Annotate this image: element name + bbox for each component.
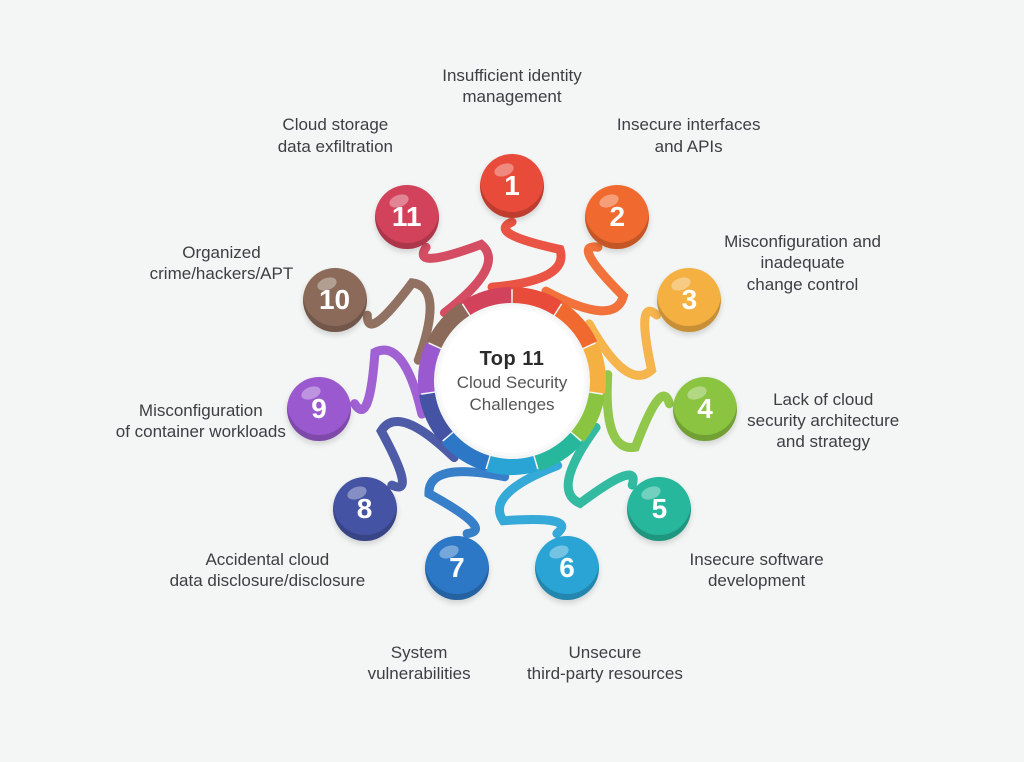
- node-6: 6: [535, 536, 599, 600]
- bubble-number: 1: [504, 170, 520, 202]
- bubble-1: 1: [480, 154, 544, 218]
- bubble-number: 6: [559, 552, 575, 584]
- label-8: Accidental clouddata disclosure/disclosu…: [157, 549, 377, 592]
- bubble-number: 9: [311, 393, 327, 425]
- bubble-number: 2: [610, 201, 626, 233]
- center-subtitle-line2: Challenges: [469, 395, 554, 415]
- node-1: 1: [480, 154, 544, 218]
- ring-segment-6: [486, 456, 537, 475]
- bubble-number: 5: [652, 493, 668, 525]
- infographic-stage: Top 11 Cloud Security Challenges 1234567…: [0, 0, 1024, 762]
- swirl-7: [429, 472, 505, 534]
- bubble-number: 10: [319, 284, 350, 316]
- label-10: Organizedcrime/hackers/APT: [111, 242, 331, 285]
- bubble-number: 4: [697, 393, 713, 425]
- node-11: 11: [375, 185, 439, 249]
- bubble-2: 2: [585, 185, 649, 249]
- label-2: Insecure interfacesand APIs: [579, 114, 799, 157]
- swirl-1: [492, 222, 561, 287]
- label-3: Misconfiguration andinadequatechange con…: [693, 231, 913, 295]
- label-1: Insufficient identitymanagement: [402, 65, 622, 108]
- bubble-number: 8: [357, 493, 373, 525]
- bubble-number: 11: [392, 201, 422, 233]
- label-9: Misconfigurationof container workloads: [91, 400, 311, 443]
- center-circle: Top 11 Cloud Security Challenges: [437, 306, 587, 456]
- node-7: 7: [425, 536, 489, 600]
- bubble-5: 5: [627, 477, 691, 541]
- swirl-4: [607, 375, 669, 448]
- bubble-8: 8: [333, 477, 397, 541]
- bubble-7: 7: [425, 536, 489, 600]
- center-title: Top 11: [480, 348, 545, 371]
- bubble-11: 11: [375, 185, 439, 249]
- label-4: Lack of cloudsecurity architectureand st…: [713, 389, 933, 453]
- label-11: Cloud storagedata exfiltration: [225, 114, 445, 157]
- center-subtitle-line1: Cloud Security: [457, 373, 568, 393]
- bubble-number: 7: [449, 552, 465, 584]
- node-8: 8: [333, 477, 397, 541]
- label-5: Insecure softwaredevelopment: [647, 549, 867, 592]
- swirl-9: [355, 350, 422, 414]
- bubble-6: 6: [535, 536, 599, 600]
- node-5: 5: [627, 477, 691, 541]
- label-7: Systemvulnerabilities: [309, 642, 529, 685]
- node-2: 2: [585, 185, 649, 249]
